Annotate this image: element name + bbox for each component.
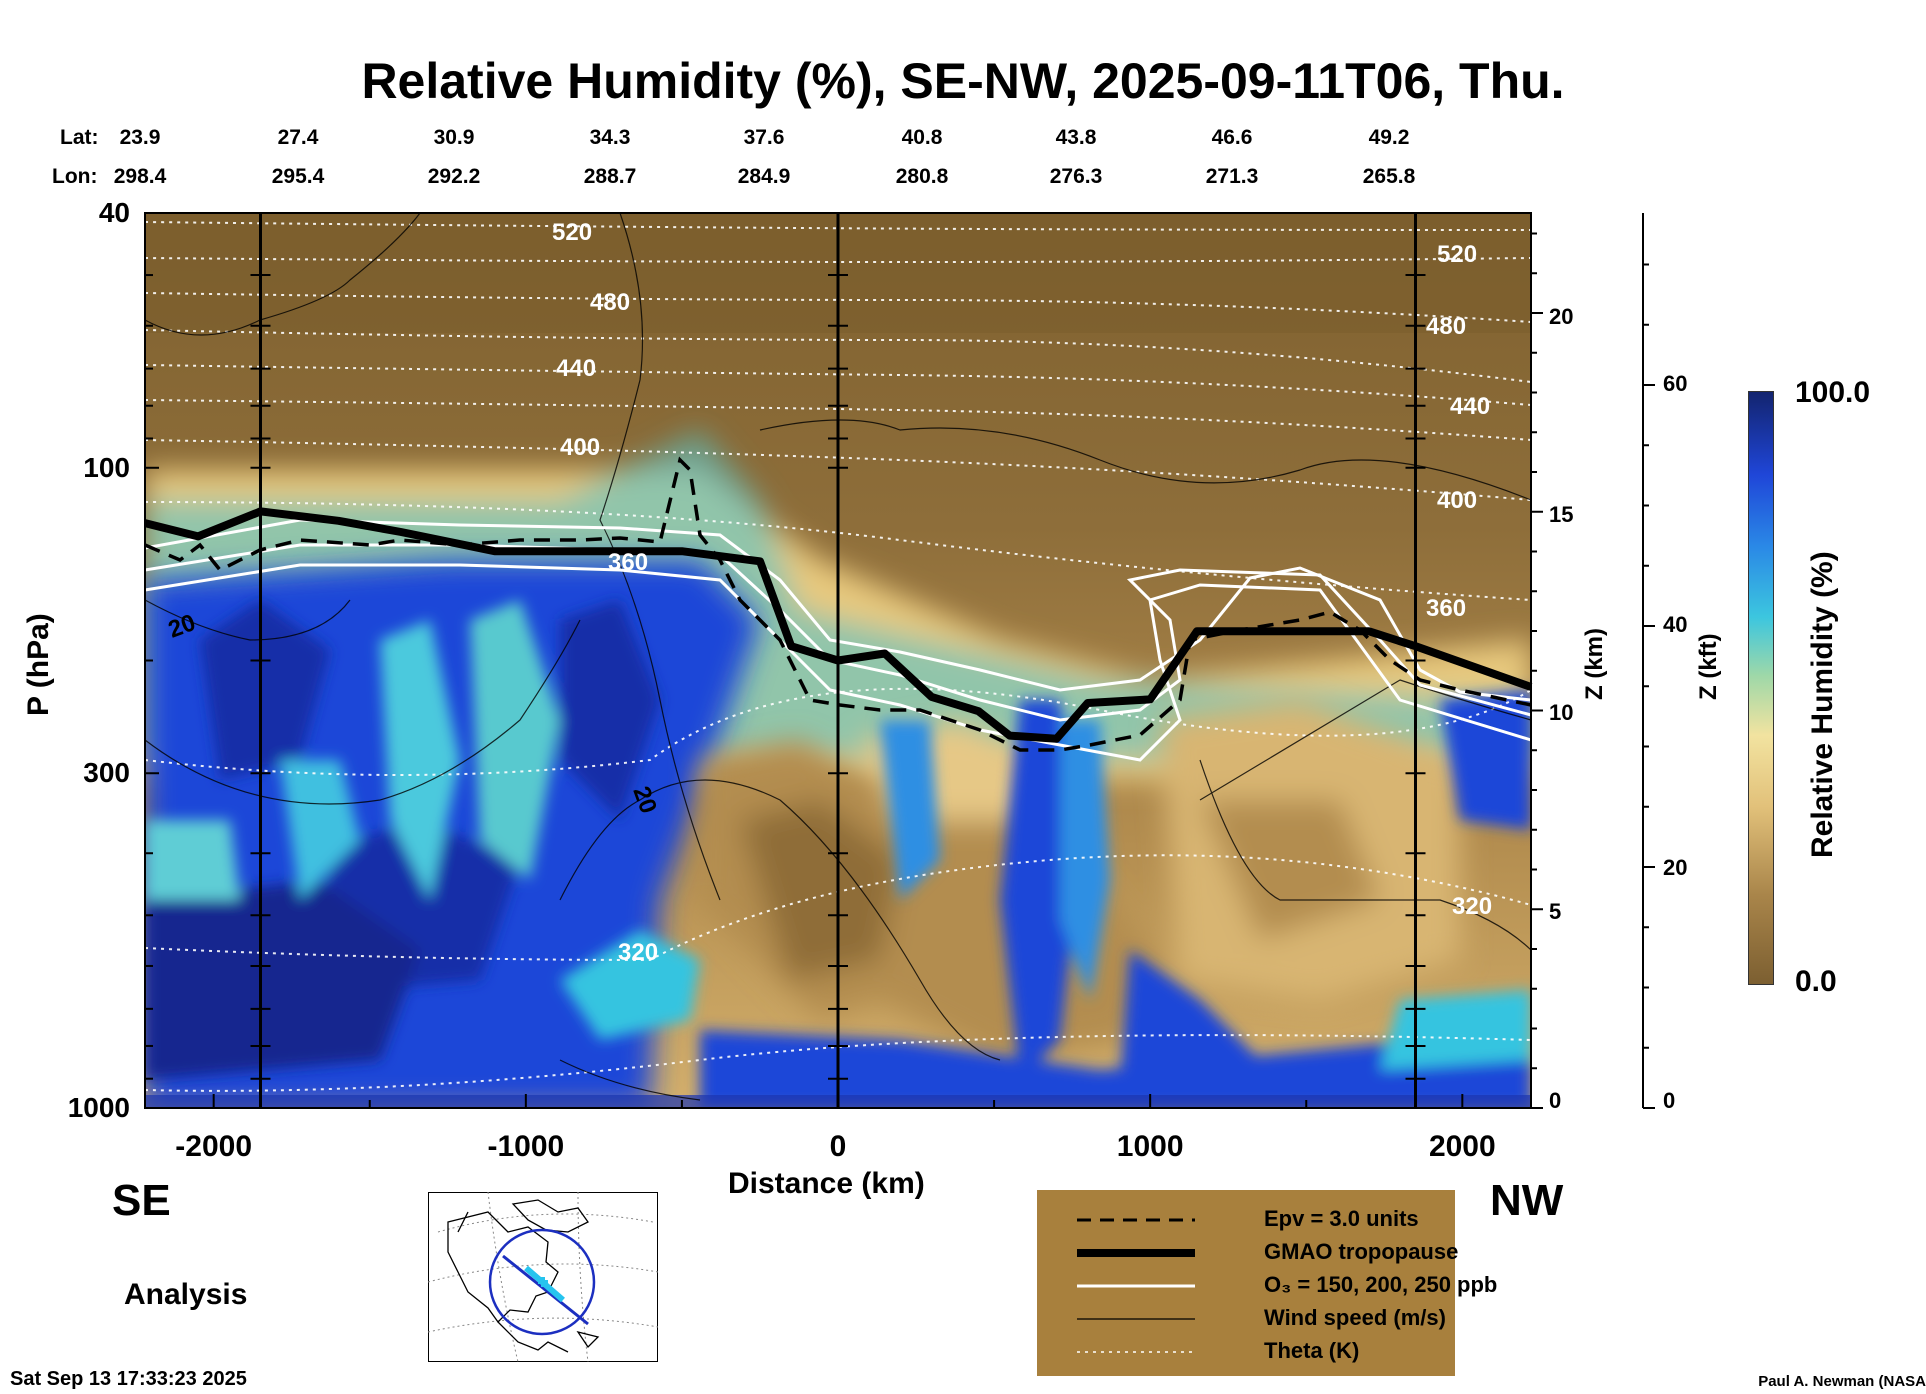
zkm-tick: 5 <box>1549 899 1562 924</box>
p-tick: 300 <box>83 757 130 788</box>
theta-label: 440 <box>1450 393 1490 420</box>
lon-value: 265.8 <box>1362 165 1416 188</box>
zkm-tick: 0 <box>1549 1088 1562 1113</box>
direction-right: NW <box>1490 1176 1564 1225</box>
theta-label: 320 <box>1452 893 1492 920</box>
tropopause-line <box>144 507 1533 743</box>
lat-value: 46.6 <box>1211 126 1253 149</box>
theta-label: 520 <box>1437 241 1477 268</box>
epv-contour <box>144 456 1532 752</box>
colorbar <box>1748 391 1774 985</box>
x-tick-label: -1000 <box>487 1130 565 1163</box>
timestamp: Sat Sep 13 17:33:23 2025 <box>10 1368 247 1390</box>
lon-value: 284.9 <box>737 165 791 188</box>
legend-item-theta: Theta (K) <box>1077 1338 1447 1368</box>
x-tick-label: -2000 <box>175 1130 253 1163</box>
theta-contours <box>144 221 1532 1092</box>
lat-value: 30.9 <box>433 126 475 149</box>
legend: Epv = 3.0 units GMAO tropopause O₃ = 150… <box>1037 1190 1497 1376</box>
legend-item-wind: Wind speed (m/s) <box>1077 1305 1447 1335</box>
theta-label: 360 <box>608 549 648 576</box>
lon-value: 292.2 <box>427 165 481 188</box>
theta-label: 400 <box>560 434 600 461</box>
theta-label: 480 <box>1426 313 1466 340</box>
legend-label: Epv = 3.0 units <box>1264 1206 1419 1231</box>
lon-value: 298.4 <box>113 165 167 188</box>
lon-value: 271.3 <box>1205 165 1259 188</box>
lat-value: 40.8 <box>901 126 943 149</box>
legend-item-tropopause: GMAO tropopause <box>1077 1239 1458 1269</box>
inset-map <box>428 1192 658 1362</box>
legend-label: GMAO tropopause <box>1264 1239 1459 1264</box>
theta-label: 360 <box>1426 595 1466 622</box>
lon-value: 288.7 <box>583 165 637 188</box>
zkft-tick: 0 <box>1663 1088 1676 1113</box>
zkft-tick: 40 <box>1663 612 1688 637</box>
x-tick-label: 1000 <box>1116 1130 1184 1163</box>
lat-value: 49.2 <box>1368 126 1410 149</box>
theta-label: 480 <box>590 289 630 316</box>
lat-value: 34.3 <box>589 126 631 149</box>
theta-labels: 520 480 440 400 360 320 520 480 440 400 … <box>552 219 1492 966</box>
lat-value: 27.4 <box>277 126 319 149</box>
analysis-label: Analysis <box>124 1278 248 1311</box>
lat-value: 23.9 <box>119 126 161 149</box>
zkft-tick: 20 <box>1663 855 1688 880</box>
zkft-axis-title: Z (kft) <box>1695 633 1722 700</box>
colorbar-title: Relative Humidity (%) <box>1806 551 1839 858</box>
lon-value: 276.3 <box>1049 165 1103 188</box>
chart-title: Relative Humidity (%), SE-NW, 2025-09-11… <box>361 53 1565 109</box>
legend-label: O₃ = 150, 200, 250 ppb <box>1264 1272 1498 1297</box>
lat-value: 43.8 <box>1055 126 1097 149</box>
zkm-axis-title: Z (km) <box>1581 628 1608 700</box>
p-tick: 40 <box>98 197 130 228</box>
p-tick: 1000 <box>67 1092 130 1123</box>
zkm-tick: 20 <box>1549 304 1574 329</box>
y-axis-title: P (hPa) <box>22 613 55 716</box>
lat-value: 37.6 <box>743 126 785 149</box>
legend-item-ozone: O₃ = 150, 200, 250 ppb <box>1077 1272 1497 1302</box>
lat-label: Lat: <box>60 126 99 149</box>
zkm-tick: 15 <box>1549 502 1574 527</box>
wind-speed-contours <box>144 212 1532 1101</box>
lon-value: 295.4 <box>271 165 325 188</box>
zkft-tick: 60 <box>1663 371 1688 396</box>
legend-label: Wind speed (m/s) <box>1264 1305 1446 1330</box>
theta-label: 440 <box>556 355 596 382</box>
legend-label: Theta (K) <box>1264 1338 1360 1363</box>
zkm-tick: 10 <box>1549 700 1574 725</box>
lon-value: 280.8 <box>895 165 949 188</box>
x-axis-title: Distance (km) <box>728 1167 925 1200</box>
legend-item-epv: Epv = 3.0 units <box>1077 1206 1447 1236</box>
direction-left: SE <box>112 1176 171 1225</box>
colorbar-max: 100.0 <box>1795 376 1871 409</box>
x-tick-label: 2000 <box>1428 1130 1496 1163</box>
x-tick-label: 0 <box>829 1130 847 1163</box>
theta-label: 320 <box>618 939 658 966</box>
theta-label: 520 <box>552 219 592 246</box>
colorbar-min: 0.0 <box>1795 965 1837 998</box>
p-tick: 100 <box>83 452 130 483</box>
lon-label: Lon: <box>52 165 98 188</box>
credit: Paul A. Newman (NASA <box>1758 1373 1926 1390</box>
theta-label: 400 <box>1437 487 1477 514</box>
